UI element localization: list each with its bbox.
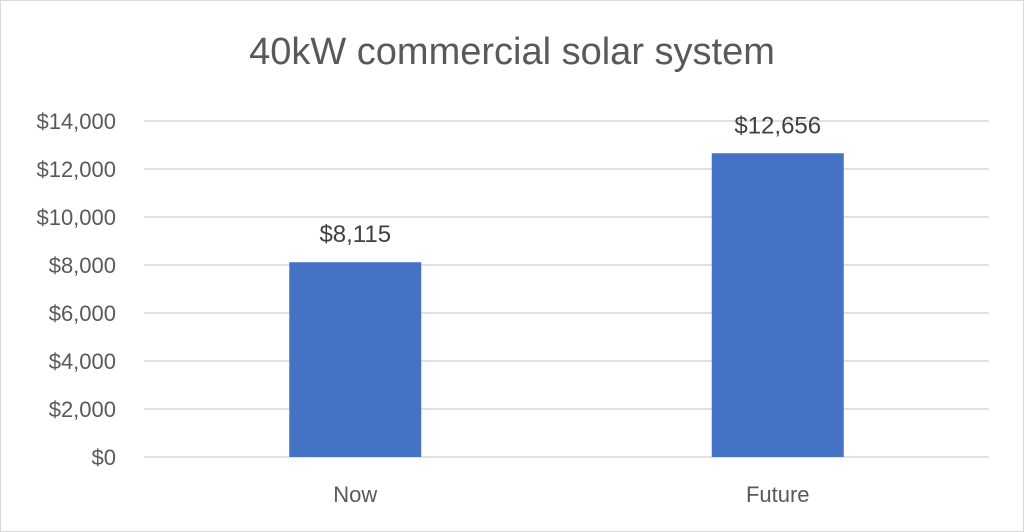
bar-future bbox=[711, 153, 844, 458]
data-label: $12,656 bbox=[734, 112, 821, 139]
y-tick-label: $2,000 bbox=[49, 397, 116, 422]
x-axis-tick-labels: Now Future bbox=[333, 482, 809, 507]
y-tick-label: $12,000 bbox=[36, 157, 116, 182]
bars bbox=[289, 153, 844, 458]
data-labels: $8,115 $12,656 bbox=[319, 112, 821, 248]
y-tick-label: $4,000 bbox=[49, 349, 116, 374]
y-tick-label: $10,000 bbox=[36, 205, 116, 230]
y-tick-label: $8,000 bbox=[49, 253, 116, 278]
chart-title: 40kW commercial solar system bbox=[249, 31, 775, 73]
gridlines bbox=[144, 120, 989, 458]
y-tick-label: $0 bbox=[92, 445, 116, 470]
y-tick-label: $6,000 bbox=[49, 301, 116, 326]
bar-now bbox=[289, 262, 422, 457]
y-tick-label: $14,000 bbox=[36, 109, 116, 134]
x-tick-label: Now bbox=[333, 482, 377, 507]
y-axis-tick-labels: $0 $2,000 $4,000 $6,000 $8,000 $10,000 $12,000… bbox=[36, 109, 116, 470]
x-tick-label: Future bbox=[746, 482, 810, 507]
data-label: $8,115 bbox=[319, 221, 391, 248]
